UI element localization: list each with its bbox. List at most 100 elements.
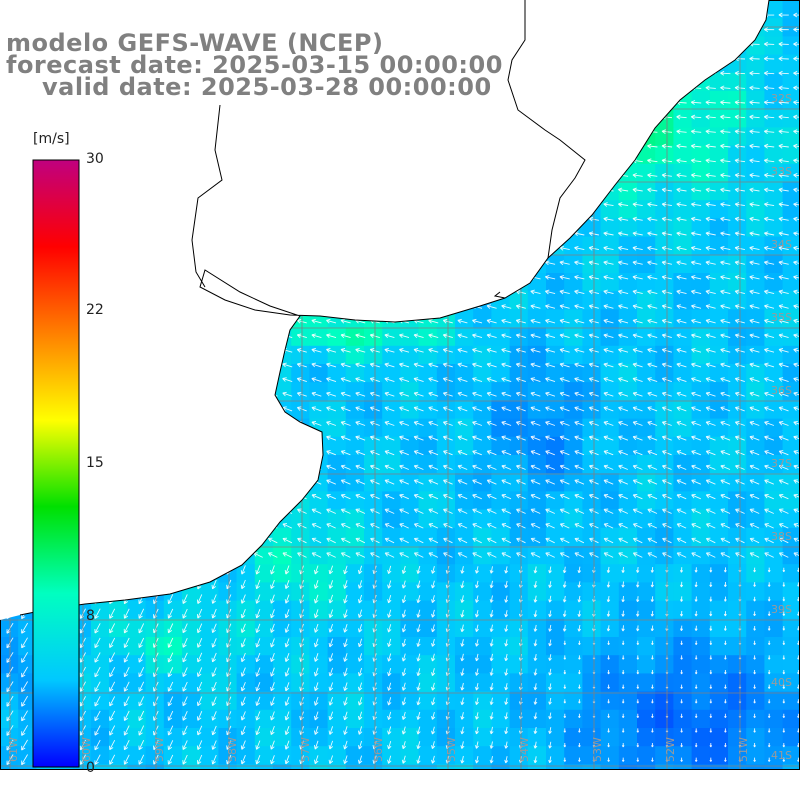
wind-arrow-1402 [399, 377, 410, 383]
wind-cell-1392 [509, 564, 529, 583]
wind-cell-1297 [382, 527, 401, 547]
wind-cell-1881 [600, 764, 620, 770]
wind-cell-1419 [200, 582, 219, 602]
wind-arrow-817 [691, 216, 702, 222]
wind-arrow-1899 [428, 508, 439, 514]
wind-cell-901 [382, 364, 401, 383]
wind-arrow-1401 [384, 377, 395, 383]
wind-arrow-2316 [94, 623, 101, 634]
wind-arrow-2714 [284, 725, 290, 736]
wind-cell-1523 [491, 618, 511, 638]
wind-arrow-2757 [109, 739, 116, 751]
wind-cell-1875 [491, 764, 511, 770]
wind-cell-1713 [746, 691, 765, 711]
wind-arrow-2678 [563, 713, 567, 719]
wind-arrow-1962 [545, 523, 555, 529]
wind-arrow-2493 [270, 667, 275, 677]
wind-cell-608 [655, 236, 674, 256]
wind-cell-1612 [509, 655, 529, 674]
wind-arrow-547 [763, 143, 775, 149]
wind-cell-879 [782, 345, 800, 365]
wind-arrow-273 [778, 70, 789, 76]
wind-cell-823 [564, 327, 583, 347]
wind-arrow-2448 [416, 653, 421, 662]
wind-arrow-2278 [343, 609, 348, 619]
wind-arrow-1678 [413, 450, 424, 456]
wind-cell-1432 [436, 582, 456, 602]
wind-arrow-1234 [355, 333, 366, 339]
wind-arrow-1083 [559, 289, 570, 295]
wind-arrow-1456 [384, 391, 395, 397]
wind-cell-1604 [364, 655, 383, 674]
wind-cell-1338 [327, 546, 347, 565]
wind-arrow-2166 [313, 580, 319, 589]
wind-cell-1864 [291, 764, 310, 770]
wind-cell-954 [546, 382, 565, 401]
wind-cell-1209 [382, 491, 401, 511]
wind-arrow-1999 [282, 537, 293, 544]
wind-cell-1309 [600, 527, 620, 547]
wind-arrow-2677 [548, 712, 552, 720]
wind-cell-1883 [637, 764, 656, 770]
wind-arrow-1847 [472, 493, 482, 500]
wind-cell-1305 [527, 527, 547, 547]
wind-arrow-2522 [694, 670, 698, 675]
wind-arrow-812 [618, 216, 629, 222]
wind-cell-1641 [236, 673, 256, 693]
wind-arrow-2659 [284, 711, 290, 721]
wind-cell-1487 [637, 600, 656, 620]
wind-arrow-1857 [618, 493, 628, 500]
wind-cell-1043 [564, 418, 583, 438]
wind-arrow-1366 [676, 362, 687, 368]
wind-cell-1127 [491, 455, 511, 474]
wind-cell-1507 [200, 618, 219, 638]
wind-arrow-2436 [240, 652, 246, 663]
wind-arrow-2212 [182, 594, 188, 604]
wind-arrow-1513 [413, 406, 424, 412]
wind-cell-1348 [509, 546, 529, 565]
wind-arrow-1347 [399, 362, 410, 368]
wind-arrow-2077 [618, 552, 628, 558]
wind-cell-1615 [564, 655, 583, 674]
wind-cell-1436 [509, 582, 529, 602]
wind-arrow-2318 [123, 623, 130, 634]
wind-cell-1739 [418, 709, 438, 729]
wind-cell-1768 [145, 728, 165, 747]
wind-arrow-921 [603, 245, 614, 251]
wind-arrow-1176 [311, 318, 322, 324]
wind-arrow-2542 [182, 681, 188, 692]
wind-arrow-2613 [416, 697, 421, 706]
wind-arrow-2109 [284, 565, 290, 575]
wind-arrow-1699 [720, 450, 731, 456]
wind-cell-1882 [618, 764, 638, 770]
wind-cell-1403 [709, 564, 729, 583]
wind-arrow-2552 [328, 682, 334, 692]
wind-arrow-2029 [720, 537, 731, 544]
wind-cell-1462 [182, 600, 201, 620]
wind-cell-1888 [728, 764, 747, 770]
wind-arrow-2292 [548, 610, 552, 618]
wind-arrow-1028 [559, 275, 570, 280]
wind-cell-955 [564, 382, 583, 401]
wind-arrow-1188 [486, 318, 497, 324]
wind-arrow-108 [778, 27, 789, 32]
wind-arrow-869 [647, 231, 658, 237]
wind-arrow-1701 [749, 450, 760, 456]
wind-cell-1783 [418, 728, 438, 747]
wind-cell-1715 [782, 691, 800, 711]
wind-cell-918 [691, 364, 711, 383]
wind-cell-1887 [709, 764, 729, 770]
wind-arrow-1403 [413, 377, 424, 383]
wind-cell-1484 [582, 600, 602, 620]
wind-arrow-2433 [196, 652, 203, 663]
wind-arrow-2232 [475, 595, 479, 603]
wind-arrow-1397 [326, 377, 337, 383]
wind-cell-1451 [782, 582, 800, 602]
wind-arrow-2814 [138, 754, 145, 765]
wind-arrow-2711 [240, 725, 246, 736]
wind-arrow-1147 [691, 304, 702, 309]
wind-arrow-1967 [618, 523, 628, 529]
wind-cell-699 [709, 273, 729, 292]
wind-cell-1428 [364, 582, 383, 602]
wind-cell-1797 [673, 728, 693, 747]
